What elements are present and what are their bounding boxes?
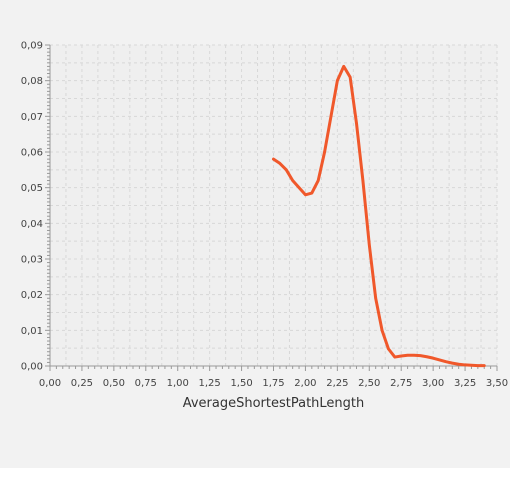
data-point	[355, 122, 358, 125]
data-point	[323, 150, 326, 154]
data-point	[317, 179, 320, 182]
data-point	[431, 356, 435, 360]
series-line	[272, 64, 486, 368]
data-point	[342, 65, 345, 68]
data-point	[463, 363, 467, 367]
data-point	[329, 115, 333, 118]
data-point	[412, 354, 416, 357]
data-point	[374, 297, 377, 300]
data-point	[483, 364, 486, 367]
x-tick-label: 0,25	[71, 378, 93, 389]
data-point	[393, 355, 397, 359]
x-axis-title: AverageShortestPathLength	[183, 396, 365, 411]
data-point	[425, 355, 428, 358]
x-tick-label: 0,00	[39, 378, 61, 389]
y-tick-label: 0,09	[21, 41, 43, 52]
y-tick-label: 0,00	[21, 362, 43, 373]
data-point	[272, 157, 275, 161]
chart-panel: 0,00 0,25 0,50 0,75 1,00 1,25 1,50 1,75 2,00 2,25…	[0, 0, 510, 468]
data-point	[278, 162, 282, 165]
x-axis-ticks: 0,00 0,25 0,50 0,75 1,00 1,25 1,50 1,75 2,00 2,25…	[39, 366, 508, 389]
y-tick-label: 0,01	[21, 326, 43, 337]
data-point	[457, 363, 460, 366]
x-tick-label: 1,75	[262, 378, 284, 389]
data-point	[400, 354, 403, 358]
y-tick-label: 0,05	[21, 183, 43, 194]
x-tick-label: 3,25	[454, 378, 476, 389]
data-point	[451, 361, 454, 365]
x-tick-label: 2,50	[358, 378, 380, 389]
y-axis-ticks: 0,00 0,01 0,02 0,03 0,04 0,05 0,06 0,07 0,08 0,09	[21, 41, 50, 373]
x-tick-label: 1,00	[167, 378, 189, 389]
y-tick-label: 0,04	[21, 219, 43, 230]
x-tick-label: 2,00	[294, 378, 316, 389]
data-point	[304, 193, 307, 196]
x-tick-label: 0,75	[135, 378, 157, 389]
data-point	[336, 79, 339, 82]
x-tick-label: 2,75	[390, 378, 412, 389]
x-tick-label: 1,25	[199, 378, 221, 389]
grid-lines	[49, 44, 498, 367]
x-tick-label: 3,00	[422, 378, 444, 389]
y-tick-label: 0,07	[21, 112, 43, 123]
data-point	[476, 364, 480, 367]
data-point	[285, 168, 288, 172]
data-point	[380, 329, 384, 332]
data-point	[406, 354, 409, 357]
y-tick-label: 0,03	[21, 255, 43, 266]
series-layer	[272, 64, 486, 368]
data-point	[387, 347, 390, 351]
x-tick-label: 3,50	[486, 378, 508, 389]
y-tick-label: 0,02	[21, 290, 43, 301]
x-tick-label: 0,50	[103, 378, 125, 389]
data-point	[368, 243, 371, 246]
data-point	[470, 364, 473, 367]
data-point	[348, 75, 352, 79]
data-point	[361, 179, 365, 182]
data-point	[438, 358, 441, 362]
y-tick-label: 0,08	[21, 76, 43, 87]
data-point	[297, 186, 301, 189]
data-point	[419, 354, 422, 357]
x-tick-label: 2,25	[326, 378, 348, 389]
data-point	[444, 360, 448, 363]
x-tick-label: 1,50	[230, 378, 252, 389]
y-tick-label: 0,06	[21, 148, 43, 159]
data-point	[310, 191, 314, 195]
data-point	[291, 179, 294, 182]
